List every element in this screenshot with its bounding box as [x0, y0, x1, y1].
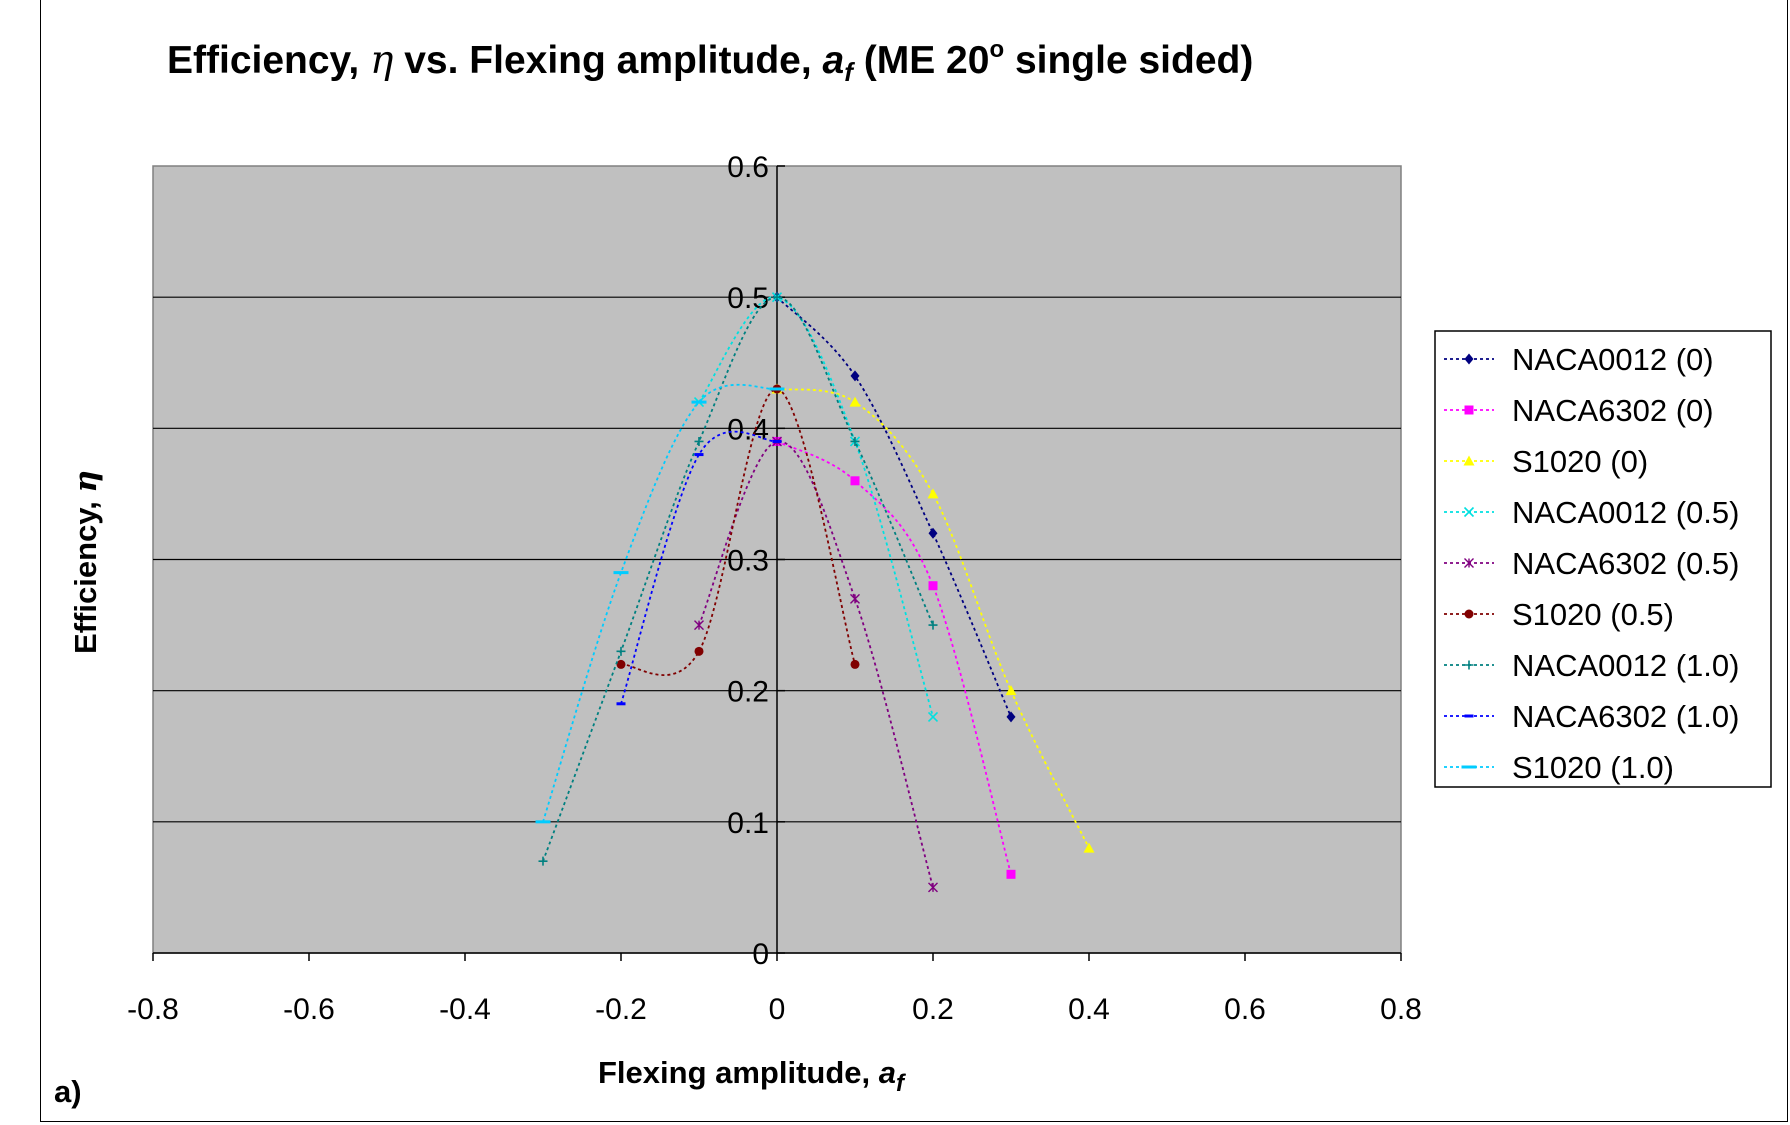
- y-tick-label-0-2: 0.2: [727, 676, 769, 709]
- legend-item-naca6302-0: NACA6302 (0): [1444, 393, 1714, 428]
- title-part4: single sided): [1004, 39, 1253, 82]
- point-naca0012-1-0-5: [928, 620, 938, 630]
- point-naca0012-0-3: [1006, 711, 1016, 723]
- legend-label-s1020-0-5: S1020 (0.5): [1512, 597, 1674, 632]
- legend-item-naca6302-0-5: NACA6302 (0.5): [1444, 546, 1739, 581]
- point-naca0012-1-0-2: [694, 436, 704, 446]
- panel-label: a): [54, 1074, 82, 1109]
- series-line-naca6302-0: [776, 440, 1012, 875]
- point-s1020-0-4: [1083, 842, 1095, 853]
- point-s1020-0-5-0: [616, 659, 626, 669]
- legend-marker-naca6302-0-5: [1464, 558, 1474, 568]
- x-axis-label: Flexing amplitude, af: [598, 1055, 906, 1097]
- chart-title: Efficiency, η vs. Flexing amplitude, af …: [167, 36, 1253, 87]
- title-part1: Efficiency,: [167, 39, 370, 82]
- legend-marker-naca0012-1-0: [1464, 660, 1474, 670]
- title-var: a: [823, 39, 845, 82]
- point-naca6302-0-1: [850, 476, 860, 486]
- point-naca0012-1-0-0: [538, 856, 548, 866]
- point-s1020-0-3: [1005, 685, 1017, 696]
- y-label-symbol: η: [68, 470, 104, 493]
- legend-box: [1434, 330, 1772, 788]
- point-naca6302-0-5-0: [694, 620, 704, 631]
- series-naca0012-1-0: [538, 292, 938, 866]
- y-tick-label-0-1: 0.1: [727, 807, 769, 840]
- x-tick-label-0-2: 0.2: [912, 993, 954, 1026]
- title-symbol: η: [370, 38, 393, 83]
- chart-frame: [40, 0, 1788, 1122]
- title-part2: vs. Flexing amplitude,: [393, 39, 822, 82]
- legend-item-naca6302-1-0: NACA6302 (1.0): [1444, 699, 1739, 734]
- legend-marker-naca6302-0: [1464, 405, 1474, 415]
- y-tick-label-0: 0: [752, 938, 769, 971]
- point-naca0012-1-0-3: [772, 292, 782, 302]
- point-s1020-0-5-1: [694, 646, 704, 656]
- point-s1020-0-5-3: [850, 659, 860, 669]
- point-naca6302-0-3: [1006, 869, 1016, 879]
- legend-label-naca6302-0-5: NACA6302 (0.5): [1512, 546, 1739, 581]
- y-label-text: Efficiency,: [68, 493, 103, 654]
- legend-label-naca0012-0-5: NACA0012 (0.5): [1512, 495, 1739, 530]
- point-naca0012-0-5-3: [927, 711, 939, 722]
- y-tick-label-0-3: 0.3: [727, 545, 769, 578]
- x-tick-label-0-2: -0.2: [595, 993, 647, 1026]
- series-line-s1020-1-0: [542, 384, 778, 823]
- legend-label-s1020-1-0: S1020 (1.0): [1512, 750, 1674, 785]
- series-line-s1020-0-5: [620, 388, 856, 676]
- y-axis-ticks: 0 0.1 0.2 0.3 0.4 0.5 0.6: [727, 151, 785, 971]
- title-sub: f: [844, 57, 855, 87]
- point-naca0012-1-0-4: [850, 436, 860, 446]
- legend-item-naca0012-0-5: NACA0012 (0.5): [1444, 495, 1739, 530]
- legend-item-naca0012-1-0: NACA0012 (1.0): [1444, 648, 1739, 683]
- series-s1020-1-0: [535, 384, 785, 824]
- x-tick-label-0-4: -0.4: [439, 993, 491, 1026]
- point-naca0012-1-0-1: [616, 646, 626, 656]
- legend-label-naca6302-0: NACA6302 (0): [1512, 393, 1714, 428]
- legend-item-s1020-0-5: S1020 (0.5): [1444, 597, 1674, 632]
- title-sup: o: [989, 36, 1004, 63]
- legend-marker-s1020-0-5: [1464, 609, 1474, 619]
- legend-marker-naca0012-0-5: [1463, 506, 1475, 518]
- legend-marker-s1020-0: [1463, 455, 1475, 466]
- x-tick-label-0-8: 0.8: [1380, 993, 1422, 1026]
- x-axis-ticks: -0.8 -0.6 -0.4 -0.2 0 0.2 0.4 0.6 0.8: [127, 953, 1422, 1026]
- x-label-text: Flexing amplitude,: [598, 1055, 879, 1090]
- point-naca6302-0-2: [928, 581, 938, 591]
- x-tick-label-0-4: 0.4: [1068, 993, 1110, 1026]
- y-axis-label: Efficiency, η: [68, 470, 104, 654]
- series-line-naca0012-0: [776, 296, 1012, 718]
- x-label-sub: f: [896, 1070, 906, 1097]
- x-tick-label-0: 0: [769, 993, 786, 1026]
- y-tick-label-0-5: 0.5: [727, 282, 769, 315]
- legend-label-naca0012-0: NACA0012 (0): [1512, 342, 1714, 377]
- legend-marker-naca0012-0: [1464, 353, 1474, 365]
- legend-label-naca0012-1-0: NACA0012 (1.0): [1512, 648, 1739, 683]
- x-tick-label-0-8: -0.8: [127, 993, 179, 1026]
- point-s1020-0-1: [849, 396, 861, 407]
- legend-item-s1020-1-0: S1020 (1.0): [1444, 750, 1674, 785]
- title-part3: (ME 20: [853, 39, 990, 82]
- legend: NACA0012 (0) NACA6302 (0) S1020 (0) NACA001…: [1444, 342, 1739, 785]
- y-tick-label-0-4: 0.4: [727, 413, 769, 446]
- legend-item-naca0012-0: NACA0012 (0): [1444, 342, 1714, 377]
- x-tick-label-0-6: 0.6: [1224, 993, 1266, 1026]
- point-naca0012-0-2: [928, 527, 938, 539]
- legend-item-s1020-0: S1020 (0): [1444, 444, 1648, 479]
- point-naca6302-0-5-3: [928, 882, 938, 893]
- series-layer: [535, 291, 1095, 893]
- y-tick-label-0-6: 0.6: [727, 151, 769, 184]
- x-label-var: a: [879, 1055, 896, 1090]
- point-naca0012-0-1: [850, 370, 860, 382]
- point-naca6302-0-5-2: [850, 593, 860, 604]
- x-tick-label-0-6: -0.6: [283, 993, 335, 1026]
- series-line-s1020-0: [776, 388, 1090, 849]
- series-naca6302-1-0: [616, 430, 782, 706]
- series-line-naca0012-1-0: [542, 296, 934, 862]
- legend-label-s1020-0: S1020 (0): [1512, 444, 1648, 479]
- legend-label-naca6302-1-0: NACA6302 (1.0): [1512, 699, 1739, 734]
- point-s1020-0-2: [927, 488, 939, 499]
